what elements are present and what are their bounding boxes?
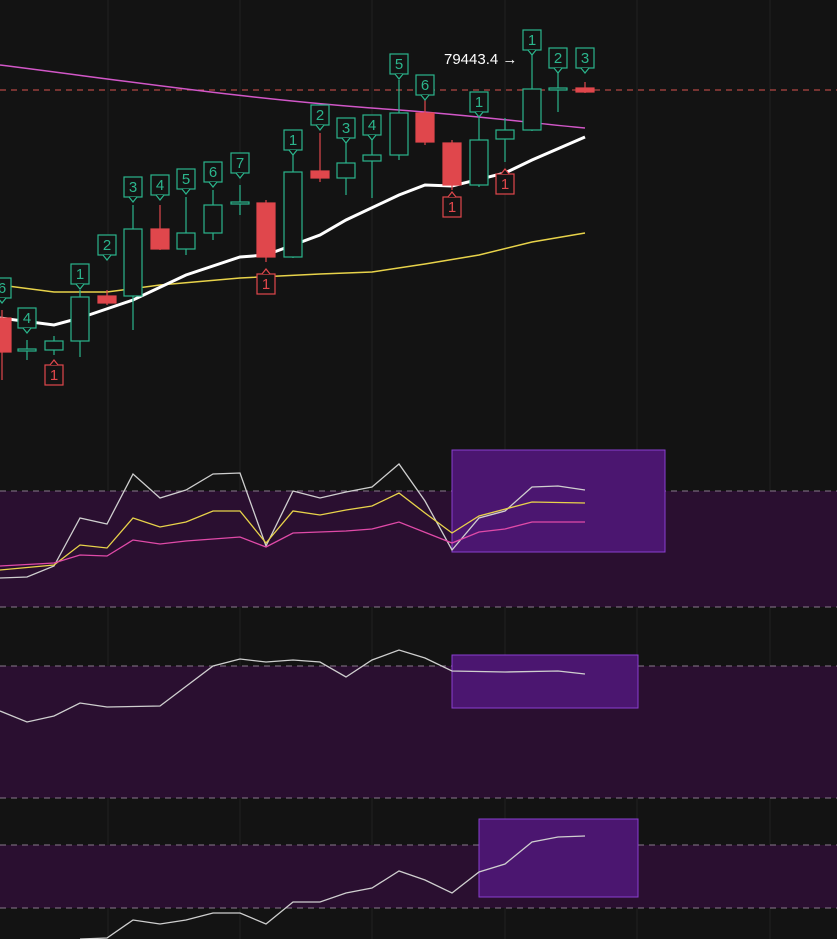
candle-body — [362, 154, 382, 162]
oscillator-line — [0, 521, 585, 567]
setup-pointer — [420, 94, 430, 101]
zone — [0, 491, 837, 607]
setup-pointer — [394, 73, 404, 80]
setup-pointer — [75, 283, 85, 290]
setup-number: 1 — [528, 32, 536, 49]
setup-number: 1 — [76, 266, 84, 283]
setup-number: 5 — [395, 56, 403, 73]
setup-pointer — [22, 327, 32, 334]
candle-body — [203, 204, 223, 234]
setup-pointer — [128, 196, 138, 203]
setup-number: 1 — [262, 276, 270, 293]
setup-pointer — [341, 137, 351, 144]
setup-pointer — [208, 181, 218, 188]
oscillator-line — [0, 492, 586, 571]
candle-body — [150, 228, 170, 250]
setup-number: 6 — [209, 164, 217, 181]
candle-body — [123, 228, 143, 297]
setup-pointer — [367, 134, 377, 141]
setup-number: 6 — [0, 280, 6, 297]
candle-body — [415, 112, 435, 143]
candle-body — [0, 317, 12, 353]
oscillators — [0, 463, 586, 939]
setup-number: 1 — [289, 132, 297, 149]
setup-number: 6 — [421, 77, 429, 94]
setup-number: 3 — [581, 50, 589, 67]
setup-pointer — [102, 254, 112, 261]
setup-number: 1 — [50, 367, 58, 384]
setup-pointer — [500, 168, 510, 175]
candle-body — [256, 202, 276, 258]
setup-number: 1 — [448, 199, 456, 216]
price-label: 79443.4 → — [444, 51, 517, 68]
setup-number: 3 — [342, 120, 350, 137]
candle-body — [70, 296, 90, 342]
highlight-box — [478, 818, 639, 898]
setup-pointer — [235, 172, 245, 179]
setup-pointer — [261, 268, 271, 275]
setup-number: 1 — [501, 176, 509, 193]
oscillator-line — [79, 835, 586, 939]
setup-number: 2 — [316, 107, 324, 124]
setup-number: 4 — [368, 117, 376, 134]
candle-body — [522, 88, 542, 131]
zone — [0, 666, 837, 798]
candle-body — [17, 348, 37, 352]
ma-line — [0, 232, 586, 293]
setup-number: 1 — [475, 94, 483, 111]
setup-number: 7 — [236, 155, 244, 172]
setup-pointer — [580, 67, 590, 74]
candle-body — [97, 295, 117, 304]
zone — [0, 845, 837, 908]
setup-pointer — [155, 194, 165, 201]
candles — [0, 55, 595, 380]
setup-pointer — [315, 124, 325, 131]
oscillator-line — [0, 649, 586, 723]
candle-body — [230, 201, 250, 205]
setup-pointer — [181, 188, 191, 195]
candle-body — [469, 139, 489, 186]
setup-number: 2 — [103, 237, 111, 254]
setup-pointer — [553, 67, 563, 74]
setup-number: 4 — [23, 310, 31, 327]
candle-body — [389, 112, 409, 156]
setup-pointer — [49, 359, 59, 366]
candle-body — [442, 142, 462, 186]
candle-body — [548, 87, 568, 91]
candle-body — [283, 171, 303, 258]
setup-number: 3 — [129, 179, 137, 196]
candle-body — [176, 232, 196, 250]
candle-body — [336, 162, 356, 179]
setup-number: 2 — [554, 50, 562, 67]
oscillator-line — [0, 463, 586, 579]
setup-pointer — [0, 297, 7, 304]
setup-pointer — [527, 49, 537, 56]
candle-body — [495, 129, 515, 140]
candle-body — [44, 340, 64, 351]
setup-pointer — [288, 149, 298, 156]
candle-body — [575, 87, 595, 93]
setup-pointer — [447, 191, 457, 198]
setup-number: 4 — [156, 177, 164, 194]
highlight-box — [451, 654, 639, 709]
setup-number: 5 — [182, 171, 190, 188]
candle-body — [310, 170, 330, 179]
setup-pointer — [474, 111, 484, 118]
highlight-box — [451, 449, 666, 553]
